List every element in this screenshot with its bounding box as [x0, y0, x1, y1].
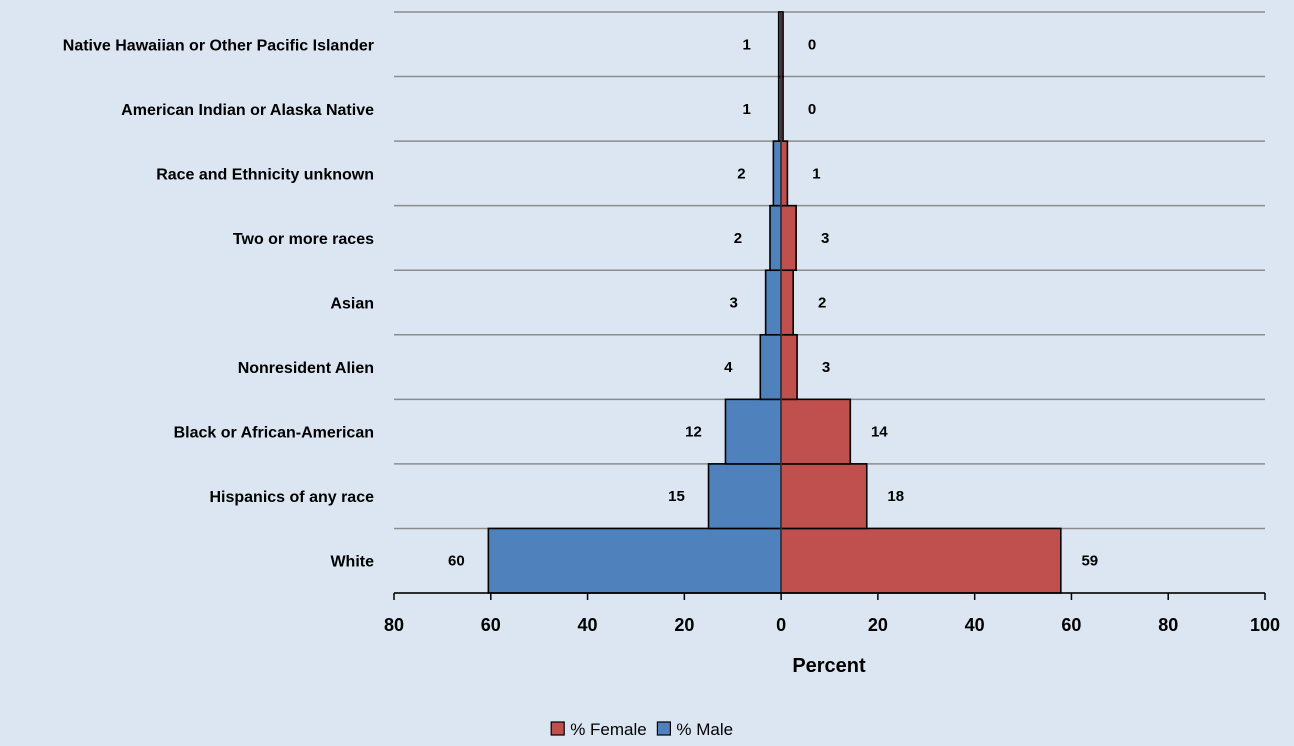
- x-axis-title: Percent: [792, 655, 866, 677]
- category-label: Black or African-American: [174, 425, 374, 442]
- category-label: American Indian or Alaska Native: [121, 102, 374, 119]
- value-label-female: 0: [808, 36, 816, 53]
- bar-female-white: [780, 527, 1062, 594]
- bar-female-nonresident-alien: [780, 333, 798, 401]
- value-label-male: 1: [743, 36, 751, 53]
- category-label: Two or more races: [233, 231, 374, 248]
- x-tick-label: 40: [578, 615, 598, 635]
- category-label: Race and Ethnicity unknown: [156, 166, 374, 183]
- value-label-female: 3: [822, 359, 830, 376]
- category-label: Hispanics of any race: [209, 489, 374, 506]
- legend-swatch: [550, 721, 565, 736]
- value-label-male: 12: [685, 424, 702, 441]
- value-label-male: 15: [668, 488, 685, 505]
- bar-female-black-or-african-american: [780, 398, 852, 465]
- category-label: White: [330, 554, 374, 571]
- category-label: Native Hawaiian or Other Pacific Islande…: [63, 37, 374, 54]
- x-tick-label: 20: [674, 615, 694, 635]
- value-label-female: 59: [1081, 553, 1098, 570]
- bar-female-asian: [780, 269, 795, 336]
- value-label-female: 1: [812, 165, 820, 182]
- value-label-male: 1: [743, 101, 751, 118]
- legend-item-male: % Male: [656, 720, 733, 739]
- bars: [487, 11, 1062, 594]
- legend: % Female % Male: [550, 720, 733, 739]
- x-tick-label: 20: [868, 615, 888, 635]
- x-tick-label: 80: [384, 615, 404, 635]
- x-tick-label: 100: [1250, 615, 1280, 635]
- x-axis: 80 60 40 20 0 20 40 60 80 100: [384, 592, 1280, 635]
- value-label-female: 2: [818, 295, 826, 312]
- value-labels: 60 15 12 4 3 2 2 1 1 59 18 14 3 2 3 1 0 0: [448, 36, 1098, 569]
- bar-male-hispanics-of-any-race: [707, 463, 782, 530]
- x-tick-label: 40: [965, 615, 985, 635]
- value-label-male: 2: [734, 230, 742, 247]
- bar-female-race-and-ethnicity-unknown: [780, 140, 789, 207]
- bar-male-asian: [764, 269, 782, 336]
- category-labels: White Hispanics of any race Black or Afric…: [63, 37, 374, 570]
- legend-swatch: [656, 721, 672, 736]
- category-label: Asian: [330, 296, 374, 313]
- value-label-male: 60: [448, 553, 465, 570]
- category-label: Nonresident Alien: [238, 360, 374, 377]
- value-label-male: 4: [724, 359, 733, 376]
- legend-item-female: % Female: [550, 720, 647, 739]
- x-tick-label: 80: [1158, 615, 1178, 635]
- legend-label: % Male: [676, 720, 733, 739]
- value-label-female: 14: [871, 424, 888, 441]
- value-label-male: 3: [729, 295, 737, 312]
- bar-male-two-or-more-races: [769, 204, 782, 272]
- bar-male-black-or-african-american: [724, 398, 782, 465]
- x-tick-label: 60: [1061, 615, 1081, 635]
- bar-male-nonresident-alien: [759, 333, 782, 401]
- bar-female-hispanics-of-any-race: [780, 463, 868, 530]
- value-label-male: 2: [737, 165, 745, 182]
- bar-female-two-or-more-races: [780, 204, 797, 272]
- x-tick-label: 0: [776, 615, 786, 635]
- x-tick-label: 60: [481, 615, 501, 635]
- value-label-female: 3: [821, 230, 829, 247]
- value-label-female: 18: [887, 488, 904, 505]
- bar-male-white: [487, 527, 782, 594]
- bar-male-race-and-ethnicity-unknown: [772, 140, 782, 207]
- value-label-female: 0: [808, 101, 816, 118]
- legend-label: % Female: [570, 720, 647, 739]
